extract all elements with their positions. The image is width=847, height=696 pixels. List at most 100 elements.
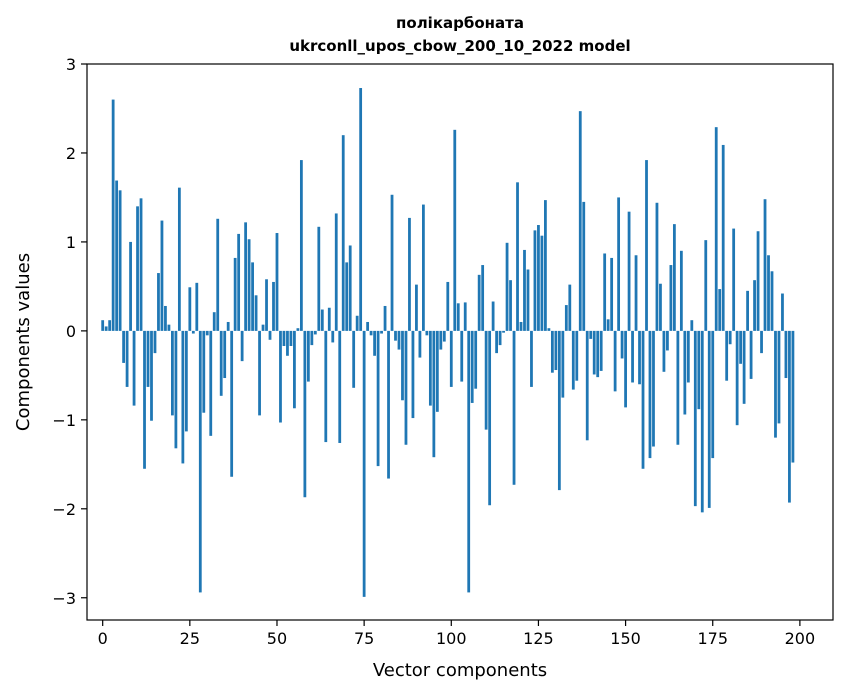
bar-component-138 [582,201,586,331]
y-tick-label: 3 [66,55,76,74]
bar-component-168 [686,330,690,383]
bar-component-36 [226,321,230,331]
bar-component-25 [188,287,192,331]
bar-component-104 [463,302,467,331]
bars-group [101,88,795,597]
bar-component-147 [613,330,617,392]
bar-component-170 [693,330,697,507]
x-tick-label: 125 [523,629,554,648]
bar-component-129 [550,330,554,373]
bar-component-88 [408,217,411,331]
bar-component-76 [366,321,370,331]
bar-component-167 [683,330,687,415]
bar-component-97 [439,330,443,350]
bar-component-179 [725,330,729,381]
bar-component-2 [108,320,112,331]
bar-component-102 [456,303,460,331]
x-tick-label: 100 [436,629,467,648]
bar-component-121 [523,249,526,331]
y-tick-label: 1 [66,233,76,252]
bar-component-154 [638,330,641,385]
bar-component-53 [286,330,289,356]
bar-component-139 [585,330,589,441]
bar-component-153 [634,255,638,331]
bar-component-112 [491,301,495,331]
bar-component-141 [592,330,596,375]
bar-component-35 [223,330,227,379]
bar-component-106 [470,330,474,403]
bar-component-135 [571,330,575,390]
bar-component-137 [578,111,582,331]
bar-component-95 [432,330,436,458]
bar-component-82 [387,330,390,479]
bar-component-101 [453,129,457,331]
bar-component-93 [425,330,429,336]
bar-component-174 [707,330,711,508]
bar-component-195 [781,293,784,331]
y-tick-label: −3 [52,589,76,608]
bar-component-58 [303,330,307,498]
bar-component-122 [526,269,530,331]
bar-component-19 [167,324,171,331]
bar-component-69 [341,135,345,331]
bar-component-42 [247,239,251,331]
bar-component-194 [777,330,781,424]
bar-component-3 [111,99,115,331]
bar-component-120 [519,321,523,331]
bar-component-136 [575,330,579,381]
bar-component-162 [666,330,669,351]
ticks-group: 0 25 50 75 100 125 150 175 200 3 2 1 0 −1 −2 −3 [52,55,815,648]
bar-component-166 [679,250,683,331]
bar-component-84 [394,330,397,341]
bar-component-196 [784,330,788,379]
bar-component-148 [617,197,621,331]
bar-component-29 [202,330,206,413]
bar-component-190 [763,199,767,331]
bar-component-191 [767,255,770,331]
bar-component-79 [376,330,380,467]
bar-component-163 [669,265,673,331]
bar-component-28 [198,330,202,593]
bar-component-63 [320,309,324,331]
bar-component-71 [348,245,352,331]
bar-component-11 [139,198,143,331]
bar-component-123 [530,330,533,387]
bar-component-39 [237,233,241,331]
bar-component-134 [568,284,572,331]
bar-component-74 [359,88,363,331]
bar-component-46 [261,324,265,331]
x-tick-label: 150 [610,629,641,648]
bar-component-181 [732,228,736,331]
bar-component-70 [345,262,349,331]
bar-component-98 [442,330,446,342]
bar-component-183 [739,330,743,364]
bar-component-175 [711,330,715,459]
bar-component-151 [627,211,631,331]
bar-component-109 [481,265,485,331]
bar-component-178 [721,144,725,331]
bar-component-15 [153,330,157,354]
bar-component-125 [537,225,540,331]
bar-component-126 [540,235,544,331]
bar-component-124 [533,230,537,331]
bar-component-22 [177,187,181,331]
bar-component-30 [205,330,209,336]
x-tick-label: 175 [697,629,728,648]
bar-component-43 [251,262,254,331]
bar-component-160 [659,283,662,331]
bar-component-92 [422,204,425,331]
bar-component-80 [380,330,383,334]
bar-component-127 [544,200,547,331]
bar-component-100 [449,330,453,387]
bar-component-118 [512,330,516,485]
bar-component-31 [209,330,213,436]
bar-component-143 [599,330,603,371]
bar-component-158 [652,330,655,447]
y-tick-label: 0 [66,322,76,341]
bar-component-24 [184,330,188,432]
bar-component-9 [132,330,136,406]
bar-component-81 [383,305,387,331]
bar-component-62 [317,226,321,331]
x-tick-label: 50 [267,629,287,648]
